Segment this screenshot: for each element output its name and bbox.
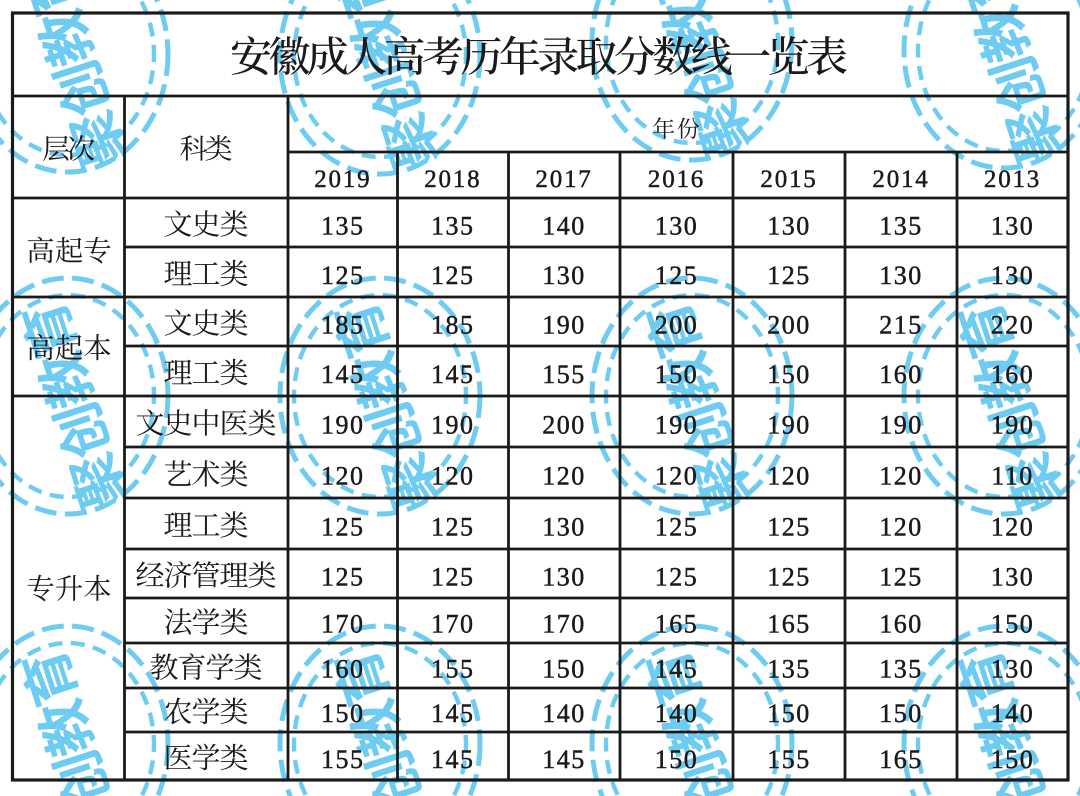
- svg-text:150: 150: [655, 360, 699, 389]
- svg-text:145: 145: [431, 360, 475, 389]
- svg-text:150: 150: [655, 745, 699, 774]
- svg-text:160: 160: [879, 360, 923, 389]
- svg-text:185: 185: [321, 310, 365, 339]
- svg-text:120: 120: [991, 512, 1035, 541]
- svg-text:190: 190: [655, 410, 699, 439]
- svg-text:200: 200: [767, 310, 811, 339]
- svg-text:150: 150: [542, 654, 586, 683]
- svg-text:120: 120: [879, 512, 923, 541]
- svg-text:125: 125: [879, 562, 923, 591]
- svg-text:120: 120: [879, 461, 923, 490]
- svg-text:135: 135: [767, 654, 811, 683]
- svg-text:155: 155: [321, 745, 365, 774]
- svg-text:120: 120: [431, 461, 475, 490]
- svg-text:125: 125: [431, 562, 475, 591]
- svg-text:165: 165: [655, 609, 699, 638]
- svg-text:160: 160: [991, 360, 1035, 389]
- svg-text:165: 165: [879, 745, 923, 774]
- svg-text:120: 120: [767, 461, 811, 490]
- svg-text:170: 170: [321, 609, 365, 638]
- svg-text:155: 155: [431, 654, 475, 683]
- svg-text:135: 135: [321, 211, 365, 240]
- svg-text:125: 125: [655, 512, 699, 541]
- svg-text:145: 145: [431, 699, 475, 728]
- svg-text:145: 145: [321, 360, 365, 389]
- svg-text:200: 200: [542, 410, 586, 439]
- svg-text:140: 140: [542, 211, 586, 240]
- svg-text:170: 170: [542, 609, 586, 638]
- svg-text:145: 145: [655, 654, 699, 683]
- svg-text:2018: 2018: [424, 166, 481, 193]
- svg-text:2015: 2015: [760, 166, 817, 193]
- svg-text:145: 145: [431, 745, 475, 774]
- svg-text:125: 125: [767, 562, 811, 591]
- svg-text:2016: 2016: [648, 166, 705, 193]
- svg-text:150: 150: [767, 360, 811, 389]
- svg-text:130: 130: [542, 562, 586, 591]
- svg-text:190: 190: [542, 310, 586, 339]
- svg-text:155: 155: [767, 745, 811, 774]
- svg-text:190: 190: [879, 410, 923, 439]
- svg-text:2013: 2013: [984, 166, 1041, 193]
- svg-text:135: 135: [431, 211, 475, 240]
- svg-text:125: 125: [321, 512, 365, 541]
- svg-text:130: 130: [767, 211, 811, 240]
- svg-text:120: 120: [321, 461, 365, 490]
- svg-text:140: 140: [542, 699, 586, 728]
- svg-text:130: 130: [655, 211, 699, 240]
- svg-text:2014: 2014: [872, 166, 929, 193]
- svg-text:125: 125: [767, 261, 811, 290]
- svg-text:220: 220: [991, 310, 1035, 339]
- svg-text:125: 125: [431, 512, 475, 541]
- svg-text:150: 150: [879, 699, 923, 728]
- svg-text:135: 135: [879, 211, 923, 240]
- svg-text:130: 130: [991, 562, 1035, 591]
- svg-text:125: 125: [431, 261, 475, 290]
- svg-text:2017: 2017: [535, 166, 592, 193]
- svg-text:130: 130: [991, 261, 1035, 290]
- svg-text:190: 190: [991, 410, 1035, 439]
- svg-text:2019: 2019: [314, 166, 371, 193]
- svg-text:190: 190: [431, 410, 475, 439]
- svg-text:125: 125: [655, 261, 699, 290]
- svg-text:150: 150: [991, 609, 1035, 638]
- svg-text:150: 150: [767, 699, 811, 728]
- svg-text:190: 190: [767, 410, 811, 439]
- svg-text:125: 125: [321, 261, 365, 290]
- svg-text:130: 130: [542, 261, 586, 290]
- svg-text:130: 130: [879, 261, 923, 290]
- svg-text:165: 165: [767, 609, 811, 638]
- svg-text:125: 125: [321, 562, 365, 591]
- svg-text:160: 160: [879, 609, 923, 638]
- svg-text:170: 170: [431, 609, 475, 638]
- svg-text:140: 140: [655, 699, 699, 728]
- svg-text:130: 130: [991, 654, 1035, 683]
- svg-text:120: 120: [655, 461, 699, 490]
- svg-text:125: 125: [767, 512, 811, 541]
- svg-text:215: 215: [879, 310, 923, 339]
- svg-text:185: 185: [431, 310, 475, 339]
- svg-text:140: 140: [991, 699, 1035, 728]
- svg-text:160: 160: [321, 654, 365, 683]
- svg-text:130: 130: [542, 512, 586, 541]
- svg-text:190: 190: [321, 410, 365, 439]
- svg-text:150: 150: [991, 745, 1035, 774]
- svg-text:155: 155: [542, 360, 586, 389]
- svg-text:200: 200: [655, 310, 699, 339]
- svg-text:125: 125: [655, 562, 699, 591]
- svg-text:110: 110: [991, 461, 1034, 490]
- svg-text:120: 120: [542, 461, 586, 490]
- svg-text:130: 130: [991, 211, 1035, 240]
- svg-text:135: 135: [879, 654, 923, 683]
- svg-text:150: 150: [321, 699, 365, 728]
- svg-text:145: 145: [542, 745, 586, 774]
